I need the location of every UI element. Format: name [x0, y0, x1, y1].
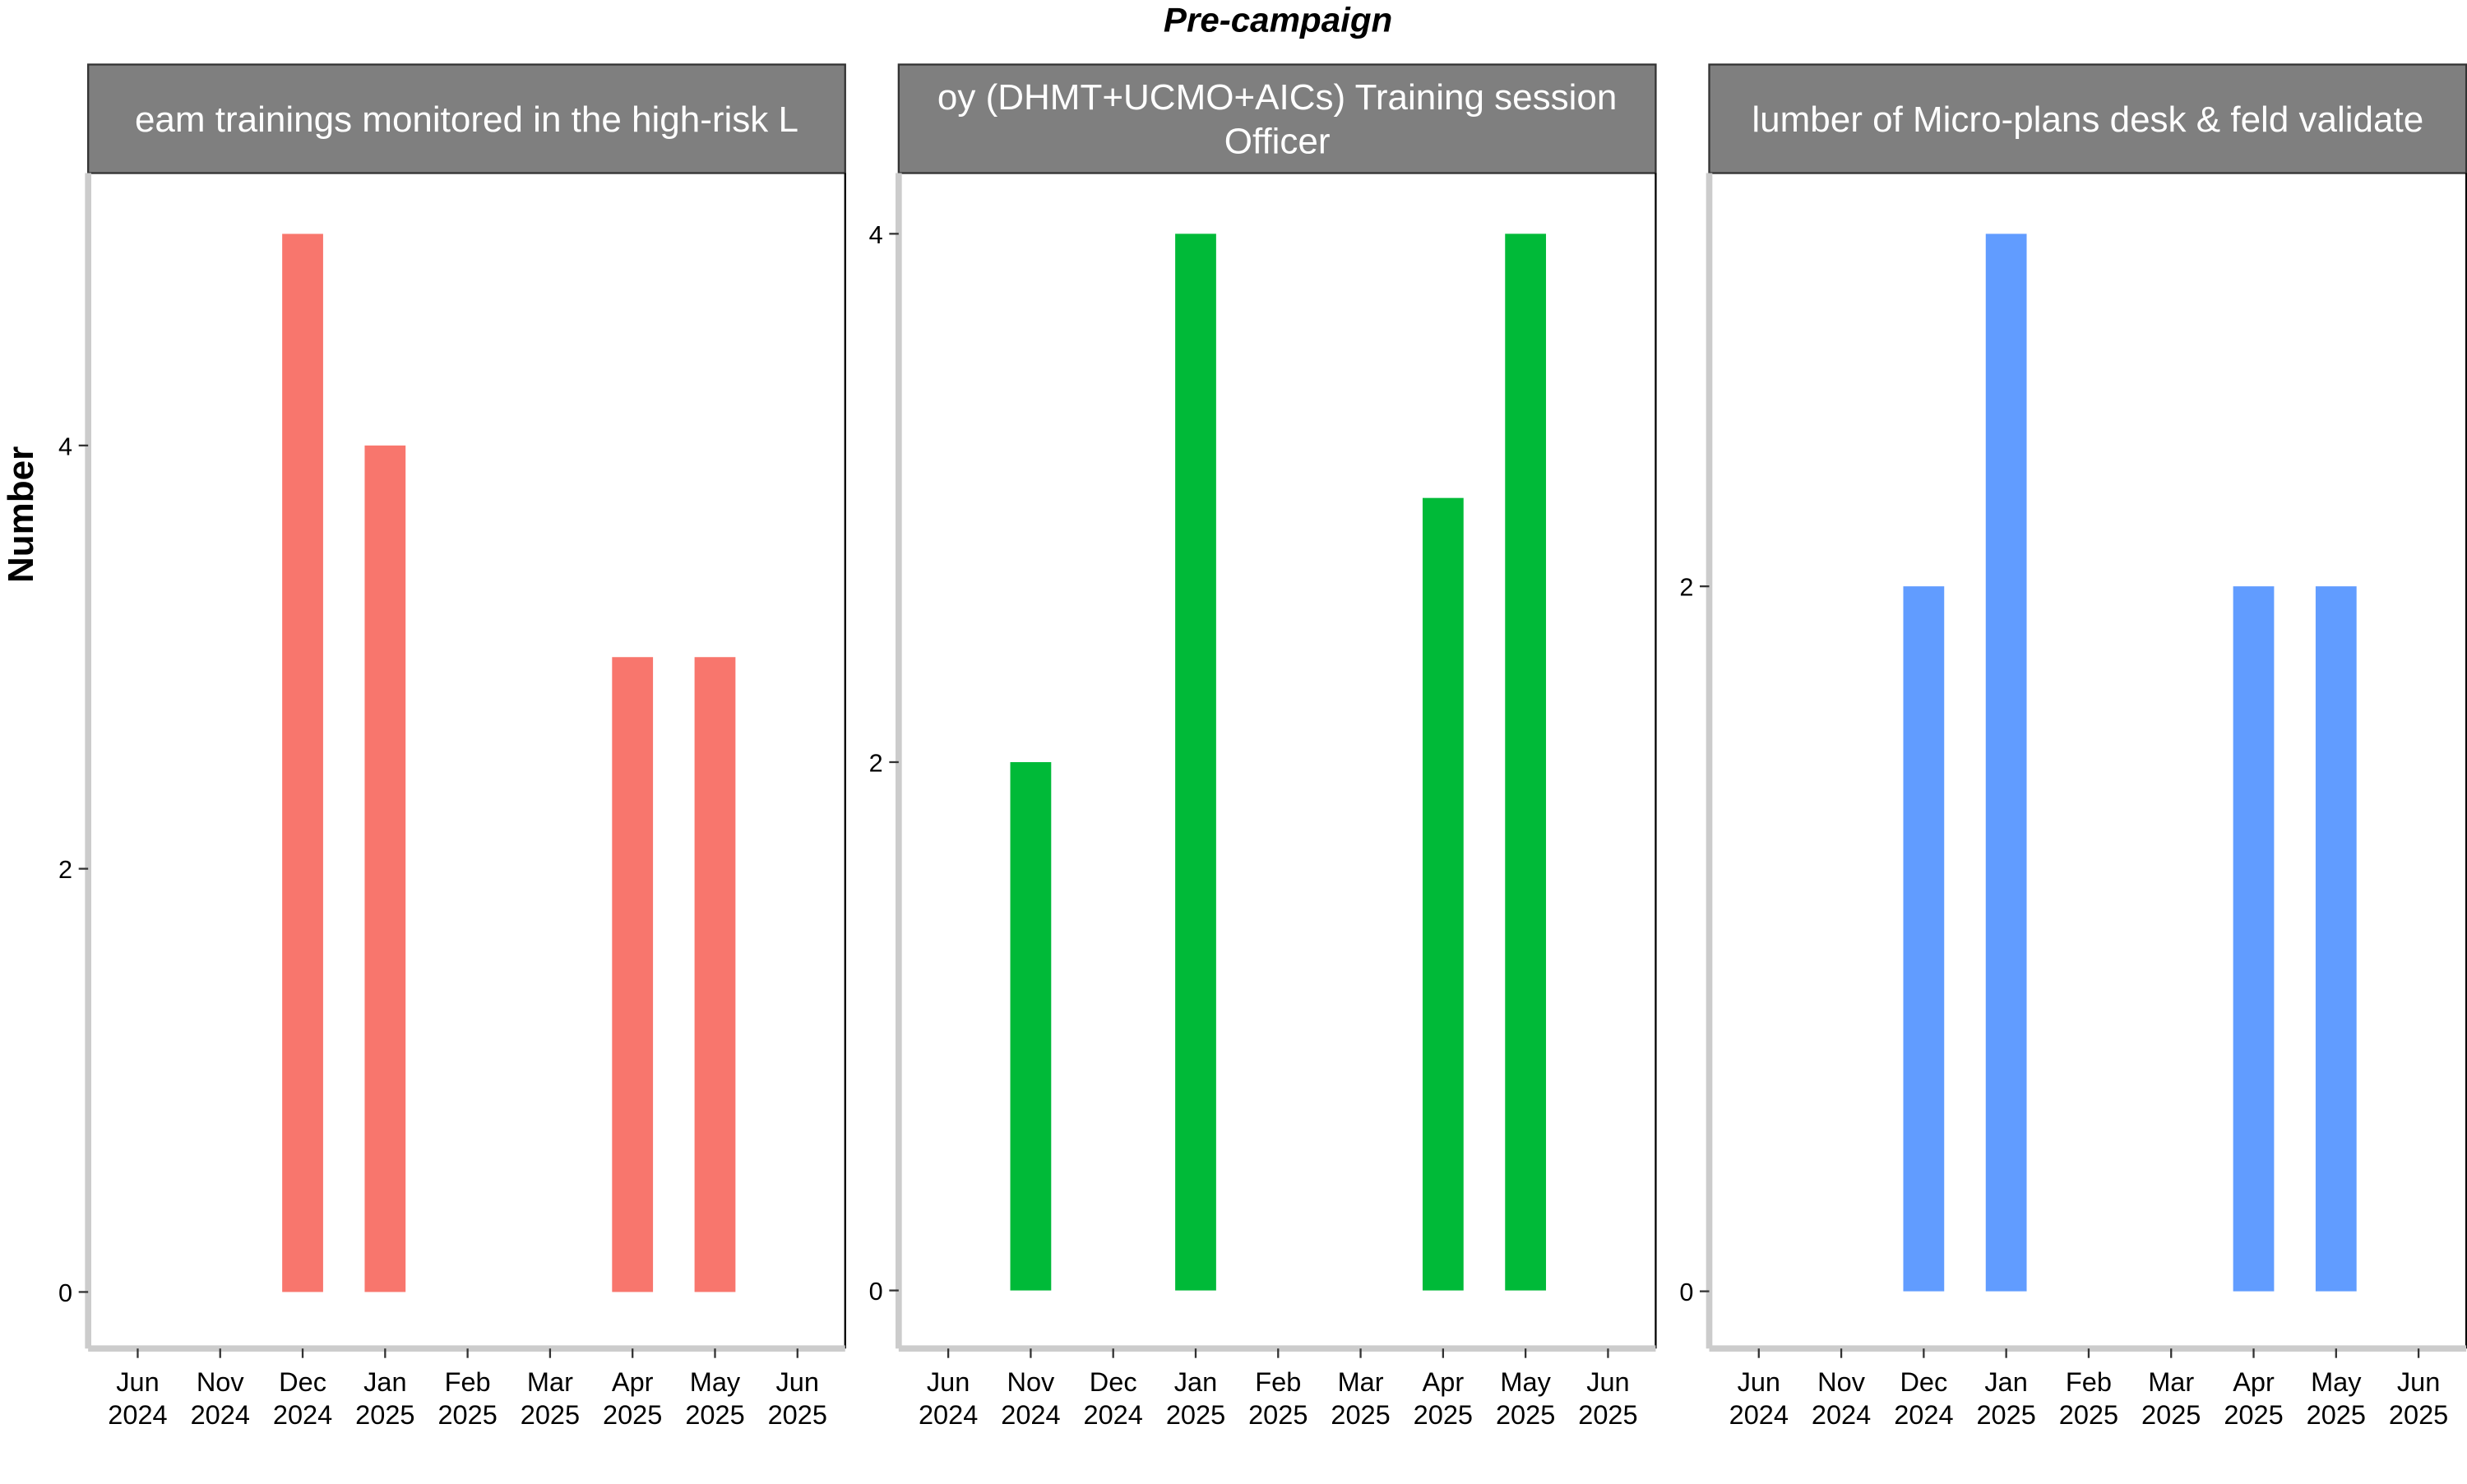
x-tick-label-month: May: [690, 1367, 741, 1397]
bar-jan-2025: [1175, 233, 1216, 1291]
x-tick-label-year: 2024: [1729, 1400, 1789, 1430]
x-tick-label-year: 2025: [2224, 1400, 2283, 1430]
x-tick-label-year: 2025: [685, 1400, 744, 1430]
x-tick-label-year: 2024: [1001, 1400, 1060, 1430]
x-tick-label-year: 2024: [1894, 1400, 1953, 1430]
x-tick-label-month: Jun: [927, 1367, 970, 1397]
facet-panel-3: lumber of Micro-plans desk & feld valida…: [1679, 63, 2467, 1430]
facet-strip: [1708, 63, 2467, 174]
x-tick-label-year: 2025: [2389, 1400, 2448, 1430]
facet-panel-2: oy (DHMT+UCMO+AICs) Training sessionOffi…: [869, 63, 1657, 1430]
bar-may-2025: [694, 657, 736, 1292]
x-tick-label-year: 2025: [2059, 1400, 2118, 1430]
x-tick-label-year: 2025: [2307, 1400, 2366, 1430]
x-tick-label-month: Jan: [1984, 1367, 2027, 1397]
x-tick-label-year: 2025: [1414, 1400, 1473, 1430]
x-tick-label-month: Jun: [1738, 1367, 1780, 1397]
y-tick-label: 0: [1679, 1278, 1693, 1306]
x-tick-label-month: Feb: [1255, 1367, 1301, 1397]
facet-strip-label: Officer: [1224, 122, 1331, 162]
chart-title: Pre-campaign: [1164, 0, 1392, 39]
facet-strip: [87, 63, 846, 174]
x-tick-label-month: Jun: [2397, 1367, 2440, 1397]
x-tick-label-month: Jun: [116, 1367, 159, 1397]
x-tick-label-month: Apr: [2233, 1367, 2275, 1397]
bar-may-2025: [2315, 586, 2357, 1292]
y-tick-label: 4: [869, 221, 883, 249]
x-tick-label-month: Nov: [197, 1367, 245, 1397]
facet-strip-label: lumber of Micro-plans desk & feld valida…: [1752, 99, 2423, 140]
x-tick-label-year: 2025: [1331, 1400, 1390, 1430]
y-axis-label: Number: [1, 446, 41, 583]
x-tick-label-month: Jan: [1174, 1367, 1217, 1397]
y-tick-label: 2: [869, 749, 883, 777]
bar-jan-2025: [1985, 233, 2027, 1292]
y-tick-label: 0: [869, 1278, 883, 1306]
x-tick-label-month: Jun: [776, 1367, 819, 1397]
x-tick-label-month: Nov: [1817, 1367, 1866, 1397]
x-tick-label-year: 2025: [603, 1400, 662, 1430]
x-tick-label-year: 2025: [1976, 1400, 2035, 1430]
x-tick-label-year: 2025: [1496, 1400, 1555, 1430]
x-tick-label-year: 2025: [521, 1400, 580, 1430]
x-tick-label-year: 2025: [1578, 1400, 1637, 1430]
bar-dec-2024: [282, 233, 323, 1292]
facet-strip-label: oy (DHMT+UCMO+AICs) Training session: [937, 77, 1617, 118]
bar-dec-2024: [1903, 586, 1945, 1292]
facet-panel-1: eam trainings monitored in the high-risk…: [58, 63, 846, 1430]
y-tick-label: 2: [58, 856, 72, 884]
x-tick-label-month: Nov: [1007, 1367, 1055, 1397]
facet-strip: [897, 63, 1657, 174]
x-tick-label-month: Mar: [1338, 1367, 1384, 1397]
x-tick-label-month: Mar: [2148, 1367, 2194, 1397]
bar-apr-2025: [1422, 497, 1464, 1291]
x-tick-label-year: 2024: [273, 1400, 332, 1430]
y-tick-label: 0: [58, 1279, 72, 1307]
x-tick-label-year: 2024: [919, 1400, 978, 1430]
x-tick-label-year: 2024: [108, 1400, 167, 1430]
x-tick-label-year: 2025: [437, 1400, 497, 1430]
x-tick-label-year: 2025: [1166, 1400, 1225, 1430]
x-tick-label-month: Dec: [1090, 1367, 1137, 1397]
x-tick-label-year: 2025: [355, 1400, 414, 1430]
x-tick-label-month: Dec: [1900, 1367, 1947, 1397]
x-tick-label-month: Feb: [2066, 1367, 2112, 1397]
x-tick-label-month: Apr: [612, 1367, 654, 1397]
x-tick-label-year: 2025: [2141, 1400, 2201, 1430]
x-tick-label-year: 2024: [191, 1400, 250, 1430]
bar-nov-2024: [1010, 761, 1052, 1291]
x-tick-label-month: Feb: [445, 1367, 491, 1397]
x-tick-label-year: 2025: [1248, 1400, 1308, 1430]
facet-strip-label: eam trainings monitored in the high-risk…: [135, 99, 798, 140]
bar-apr-2025: [2233, 586, 2275, 1292]
bar-jan-2025: [364, 445, 406, 1292]
y-tick-label: 4: [58, 432, 72, 460]
x-tick-label-year: 2025: [768, 1400, 827, 1430]
bar-apr-2025: [612, 657, 654, 1292]
x-tick-label-month: Dec: [279, 1367, 326, 1397]
x-tick-label-month: Jan: [363, 1367, 406, 1397]
x-tick-label-year: 2024: [1084, 1400, 1143, 1430]
x-tick-label-month: Mar: [527, 1367, 573, 1397]
x-tick-label-year: 2024: [1812, 1400, 1871, 1430]
x-tick-label-month: May: [2311, 1367, 2362, 1397]
x-tick-label-month: Apr: [1423, 1367, 1465, 1397]
y-tick-label: 2: [1679, 574, 1693, 602]
x-tick-label-month: May: [1500, 1367, 1551, 1397]
bar-may-2025: [1505, 233, 1547, 1291]
x-tick-label-month: Jun: [1586, 1367, 1629, 1397]
